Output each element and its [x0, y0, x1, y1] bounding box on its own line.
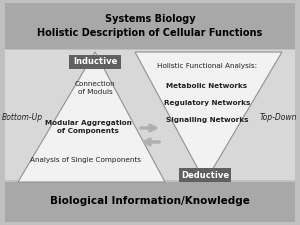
- Polygon shape: [18, 52, 165, 182]
- Text: Systems Biology
Holistic Description of Cellular Functions: Systems Biology Holistic Description of …: [38, 14, 262, 38]
- Text: Holistic Functional Analysis:: Holistic Functional Analysis:: [157, 63, 257, 69]
- Text: Inductive: Inductive: [73, 58, 117, 67]
- Polygon shape: [135, 52, 282, 182]
- Text: Analysis of Single Components: Analysis of Single Components: [29, 157, 140, 163]
- Bar: [69, 55, 121, 69]
- Text: Deductive: Deductive: [181, 171, 229, 180]
- Bar: [179, 168, 231, 182]
- Text: Bottom-Up: Bottom-Up: [2, 112, 43, 122]
- Bar: [5, 50, 295, 180]
- Text: Modular Aggregation
of Components: Modular Aggregation of Components: [45, 120, 131, 134]
- Bar: [5, 182, 295, 222]
- Text: Top-Down: Top-Down: [259, 112, 297, 122]
- Bar: [5, 3, 295, 49]
- Text: Signalling Networks: Signalling Networks: [166, 117, 248, 123]
- Text: Biological Information/Knowledge: Biological Information/Knowledge: [50, 196, 250, 206]
- Text: Metabolic Networks: Metabolic Networks: [167, 83, 248, 89]
- Text: Regulatory Networks: Regulatory Networks: [164, 100, 250, 106]
- Text: Connection
of Moduls: Connection of Moduls: [75, 81, 115, 95]
